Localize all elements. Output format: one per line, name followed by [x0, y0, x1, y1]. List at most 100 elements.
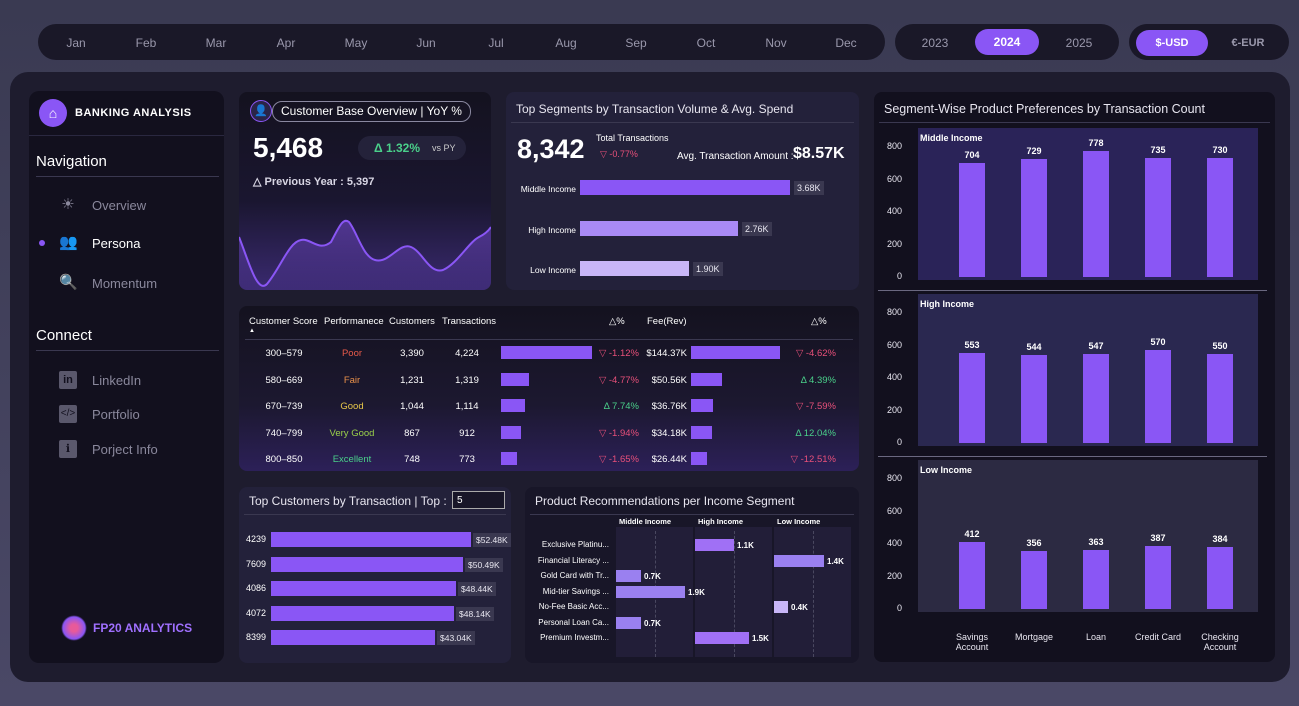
- currency-eur[interactable]: €-EUR: [1231, 37, 1265, 49]
- segment-bar: [580, 180, 790, 195]
- kpi-vs: vs PY: [432, 143, 456, 153]
- connect-linkedin[interactable]: in LinkedIn: [29, 367, 224, 393]
- fee-bar: [691, 346, 780, 359]
- month-jan[interactable]: Jan: [66, 36, 86, 50]
- month-sep[interactable]: Sep: [625, 36, 647, 50]
- recommendations-title: Product Recommendations per Income Segme…: [535, 494, 795, 508]
- top-segments-card: Top Segments by Transaction Volume & Avg…: [506, 92, 859, 290]
- month-dec[interactable]: Dec: [835, 36, 857, 50]
- rec-column-header: Low Income: [777, 517, 821, 526]
- document-info-icon: ℹ: [59, 440, 77, 458]
- connect-heading: Connect: [36, 327, 92, 344]
- y-tick-label: 800: [886, 307, 902, 317]
- bar-value-label: 730: [1212, 145, 1228, 156]
- performance-label: Fair: [343, 374, 361, 386]
- col-header-score[interactable]: Customer Score: [249, 316, 318, 327]
- connect-project-info[interactable]: ℹ Porject Info: [29, 436, 224, 462]
- score-range: 580–669: [265, 374, 303, 386]
- bar-value-label: 363: [1088, 537, 1104, 547]
- customer-id: 4086: [246, 583, 267, 593]
- nav-overview[interactable]: ☀ Overview: [29, 192, 224, 218]
- month-mar[interactable]: Mar: [205, 36, 227, 50]
- transaction-bar: [501, 399, 525, 412]
- transaction-bar: [501, 425, 521, 439]
- month-feb[interactable]: Feb: [135, 36, 157, 50]
- bar-high-income-2: [1083, 354, 1109, 443]
- bank-icon: ⌂: [39, 99, 67, 127]
- rec-value: 1.5K: [752, 634, 769, 643]
- kpi-title: Customer Base Overview | YoY %: [272, 101, 471, 122]
- customer-value: $50.49K: [465, 557, 503, 572]
- bar-low-income-1: [1021, 551, 1047, 609]
- nav-persona[interactable]: 👥 Persona: [29, 230, 224, 256]
- customer-id: 8399: [246, 632, 267, 642]
- transaction-delta: ▽ -1.65%: [598, 454, 639, 465]
- top-n-input[interactable]: 5: [452, 491, 505, 509]
- customer-bar: [271, 605, 454, 621]
- sort-icon: ▲: [249, 328, 255, 334]
- fee-delta: ▽ -4.62%: [795, 348, 836, 359]
- bar-high-income-0: [959, 353, 985, 443]
- segment-value: 3.68K: [794, 181, 824, 195]
- year-2024[interactable]: 2024: [975, 29, 1039, 55]
- currency-usd[interactable]: $-USD: [1136, 30, 1208, 56]
- transaction-delta: ▽ -4.77%: [598, 374, 639, 386]
- segment-name: Low Income: [920, 465, 973, 475]
- rec-product-label: Premium Investm...: [540, 633, 609, 642]
- col-header-d1[interactable]: △%: [609, 316, 625, 327]
- col-header-trans[interactable]: Transactions: [442, 316, 497, 327]
- rec-value: 0.7K: [644, 618, 661, 628]
- month-oct[interactable]: Oct: [696, 36, 716, 50]
- fee-value: $50.56K: [651, 374, 687, 386]
- month-jul[interactable]: Jul: [488, 36, 504, 50]
- kpi-delta: Δ 1.32%: [374, 141, 420, 155]
- fee-bar: [691, 372, 722, 386]
- rec-bar: [774, 554, 824, 567]
- customer-value: $43.04K: [437, 631, 475, 645]
- col-header-perf[interactable]: Performanece: [324, 316, 384, 327]
- chart-title: Segment-Wise Product Preferences by Tran…: [884, 102, 1205, 116]
- col-header-d2[interactable]: △%: [811, 316, 827, 327]
- nav-heading: Navigation: [36, 153, 107, 170]
- rec-product-label: Gold Card with Tr...: [540, 571, 609, 580]
- y-tick-label: 600: [886, 505, 902, 516]
- month-aug[interactable]: Aug: [555, 36, 577, 50]
- month-jun[interactable]: Jun: [416, 36, 436, 50]
- kpi-value: 5,468: [253, 132, 324, 163]
- year-2025[interactable]: 2025: [1065, 36, 1093, 50]
- col-header-cust[interactable]: Customers: [389, 316, 435, 327]
- bar-value-label: 544: [1026, 341, 1042, 352]
- y-tick-label: 600: [886, 173, 902, 184]
- nav-momentum[interactable]: 🔍 Momentum: [59, 274, 158, 291]
- bar-low-income-4: [1207, 546, 1233, 609]
- transaction-count: 773: [459, 454, 475, 465]
- month-may[interactable]: May: [344, 36, 368, 50]
- customer-count: 867: [404, 427, 420, 439]
- rec-product-label: Financial Literacy ...: [537, 555, 609, 565]
- col-header-fee[interactable]: Fee(Rev): [647, 316, 687, 327]
- people-icon: 👥: [59, 234, 78, 251]
- customer-bar: [271, 556, 463, 572]
- performance-label: Excellent: [332, 454, 372, 465]
- transaction-bar: [501, 372, 529, 386]
- connect-portfolio[interactable]: </> Portfolio: [59, 405, 140, 423]
- bar-high-income-4: [1207, 353, 1233, 443]
- customer-bar: [271, 532, 471, 547]
- bar-value-label: 735: [1150, 144, 1166, 155]
- month-nov[interactable]: Nov: [765, 36, 787, 50]
- bar-low-income-2: [1083, 550, 1109, 609]
- top-customers-card: Top Customers by Transaction | Top : 5 4…: [239, 487, 511, 663]
- rec-column-header: High Income: [698, 517, 744, 526]
- rec-value: 1.4K: [827, 556, 844, 566]
- rec-bar: [695, 632, 749, 644]
- fp20-logo-icon: [61, 615, 87, 641]
- score-range: 670–739: [265, 401, 303, 412]
- y-tick-label: 200: [886, 238, 902, 249]
- rec-bar: [616, 570, 641, 582]
- x-category-label: Credit Card: [1134, 632, 1181, 642]
- month-apr[interactable]: Apr: [276, 36, 296, 50]
- fee-delta: Δ 4.39%: [800, 374, 836, 386]
- bar-low-income-3: [1145, 546, 1171, 609]
- year-2023[interactable]: 2023: [921, 36, 949, 50]
- rec-bar: [774, 601, 788, 613]
